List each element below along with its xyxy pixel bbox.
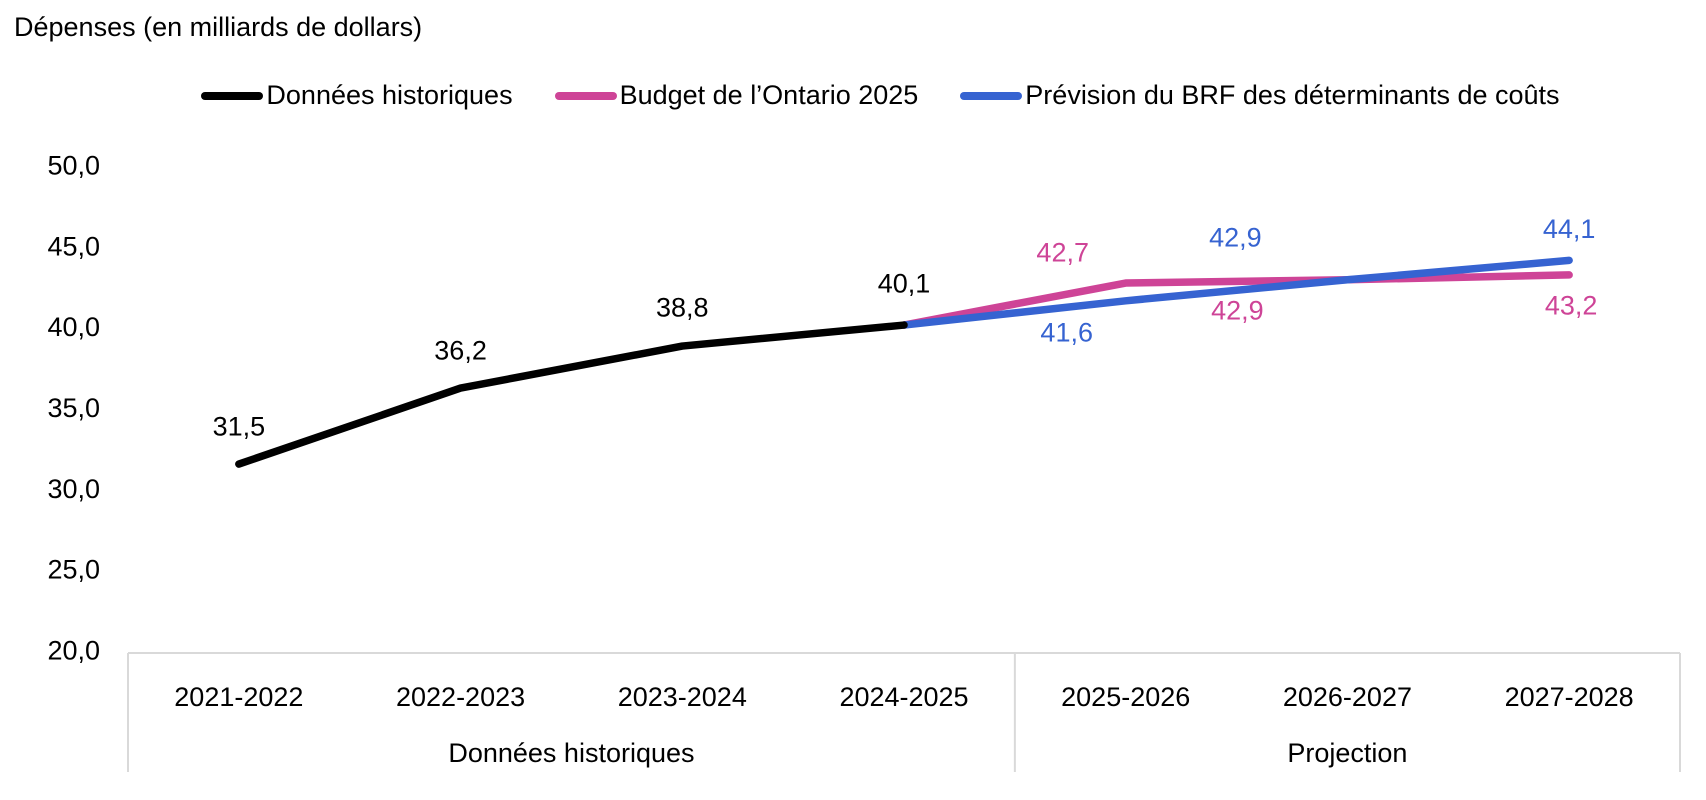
x-axis-group-label: Projection [1287,738,1407,768]
y-axis-tick-label: 40,0 [47,312,100,342]
legend-line-swatch-blue-icon [960,91,1023,100]
x-axis-category-label: 2027-2028 [1505,682,1634,712]
legend-line-swatch-pink-icon [554,91,617,100]
legend-item-donnees-historiques: Données historiques [201,80,513,111]
data-label-series-1: 43,2 [1545,290,1598,320]
legend-item-prevision-brf: Prévision du BRF des déterminants de coû… [960,80,1560,111]
data-label-series-2: 44,1 [1543,214,1596,244]
series-line-1 [900,271,1573,329]
y-axis-tick-label: 50,0 [47,151,100,181]
legend-line-swatch-black-icon [201,91,264,100]
x-axis-category-label: 2024-2025 [839,682,968,712]
x-axis-category-label: 2023-2024 [618,682,747,712]
data-label-series-2: 42,9 [1209,222,1262,252]
data-label-series-2: 41,6 [1040,317,1093,347]
chart-legend: Données historiques Budget de l’Ontario … [0,80,1706,111]
y-axis-tick-label: 20,0 [47,636,100,666]
data-label-series-1: 42,7 [1036,238,1089,268]
y-axis-tick-label: 45,0 [47,231,100,261]
series-line-0 [235,321,908,468]
chart-title: Dépenses (en milliards de dollars) [14,12,423,42]
x-axis-group-label: Données historiques [448,738,694,768]
data-label-series-0: 40,1 [878,269,931,299]
data-label-series-1: 42,9 [1211,295,1264,325]
legend-label: Budget de l’Ontario 2025 [619,80,919,110]
x-axis-category-label: 2025-2026 [1061,682,1190,712]
series-line-2 [900,256,1573,329]
y-axis-tick-label: 25,0 [47,555,100,585]
legend-item-budget-ontario-2025: Budget de l’Ontario 2025 [554,80,919,111]
x-axis-category-label: 2021-2022 [174,682,303,712]
legend-label: Données historiques [266,80,513,110]
y-axis-tick-label: 35,0 [47,393,100,423]
data-label-series-0: 31,5 [213,412,266,442]
x-axis-category-label: 2026-2027 [1283,682,1412,712]
legend-label: Prévision du BRF des déterminants de coû… [1025,80,1560,110]
x-axis-category-label: 2022-2023 [396,682,525,712]
data-label-series-0: 36,2 [434,336,487,366]
y-axis-tick-label: 30,0 [47,474,100,504]
data-label-series-0: 38,8 [656,293,709,323]
